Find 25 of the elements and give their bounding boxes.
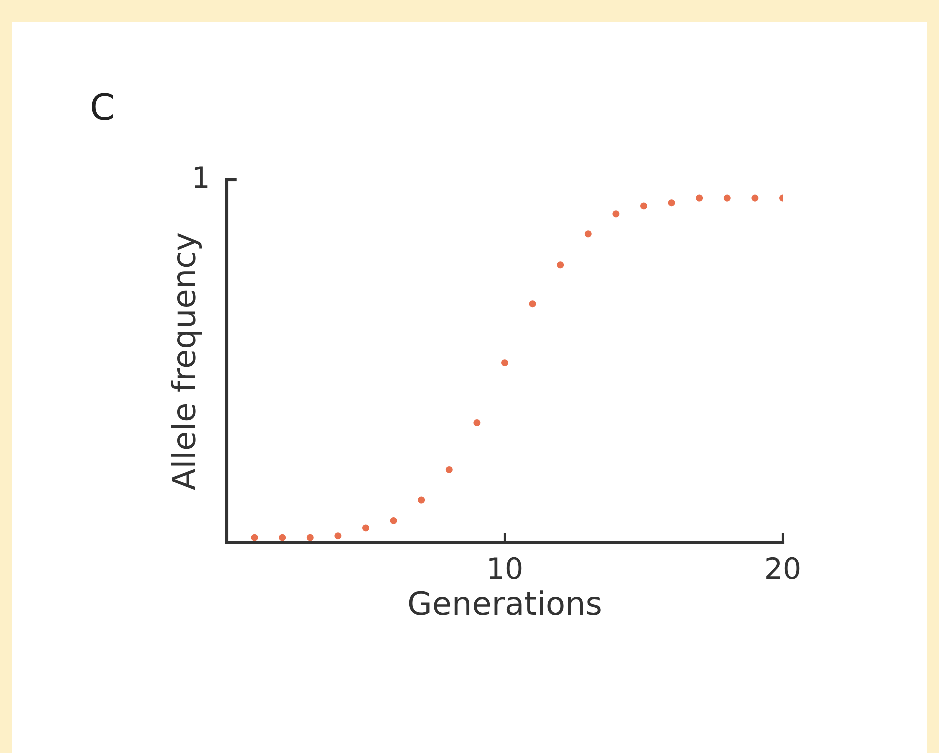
point [306,534,314,542]
point [529,300,536,308]
y-axis-title: Allele frequency [171,233,202,490]
point [418,496,426,504]
x-tick-label: 10 [490,557,522,580]
point [557,262,564,269]
point [584,230,592,238]
point [612,210,620,218]
x-axis-title: Generations [409,590,601,616]
point [390,517,398,524]
point [502,360,508,367]
point [474,420,481,427]
point [724,194,731,202]
point [640,202,648,210]
point [446,466,453,474]
point [251,534,258,542]
chart-title: C [92,93,114,120]
point [334,532,342,540]
point [696,194,704,202]
point [668,200,676,207]
point [279,534,286,542]
text: 1 [194,166,208,188]
point [362,524,370,532]
point [752,194,759,202]
x-tick-label: 20 [766,557,800,580]
